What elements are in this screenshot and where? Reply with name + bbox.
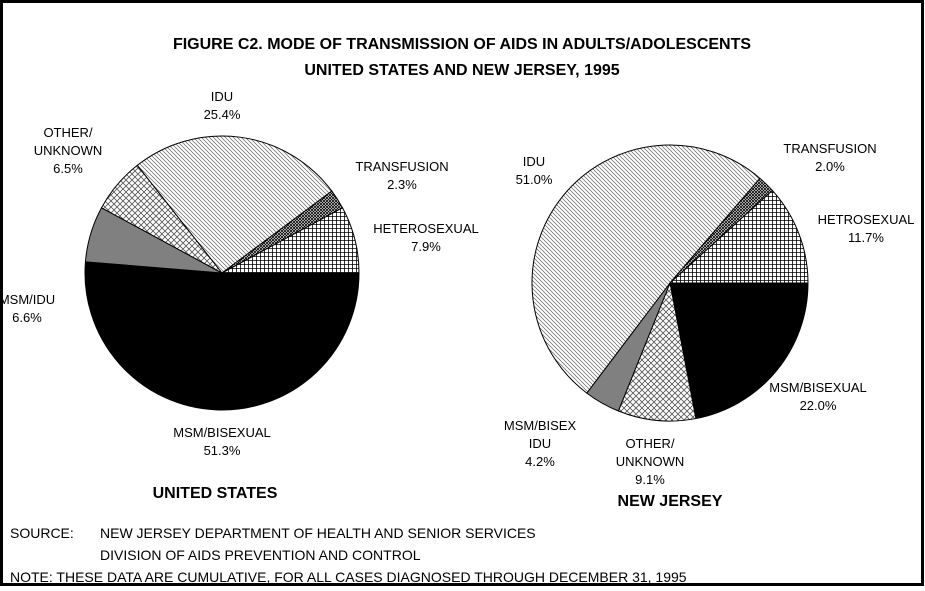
slice-label: TRANSFUSION — [783, 141, 876, 156]
pie-slice — [668, 189, 809, 284]
pie-title: NEW JERSEY — [618, 493, 723, 510]
pie-slice — [531, 144, 761, 394]
slice-value-label: 22.0% — [800, 398, 837, 413]
figure-subtitle: UNITED STATES AND NEW JERSEY, 1995 — [304, 62, 619, 79]
pie-slice — [617, 281, 697, 422]
pie-title: UNITED STATES — [153, 485, 278, 502]
slice-label: IDU — [211, 89, 233, 104]
pie-slice — [84, 261, 360, 411]
source-line: NEW JERSEY DEPARTMENT OF HEALTH AND SENI… — [100, 525, 536, 541]
slice-label: MSM/BISEXUAL — [173, 425, 271, 440]
slice-label: MSM/BISEX IDU — [504, 418, 577, 451]
slice-value-label: 6.6% — [12, 310, 42, 325]
slice-label: HETEROSEXUAL — [373, 221, 478, 236]
slice-value-label: 11.7% — [848, 230, 884, 245]
slice-value-label: 4.2% — [525, 454, 555, 469]
slice-value-label: 9.1% — [635, 472, 665, 487]
pie-slice — [136, 135, 333, 274]
pie-slice — [669, 282, 809, 420]
slice-value-label: 25.4% — [204, 107, 241, 122]
figure-title: FIGURE C2. MODE OF TRANSMISSION OF AIDS … — [173, 36, 751, 53]
slice-label: OTHER/UNKNOWN — [616, 436, 685, 469]
slice-value-label: 2.0% — [815, 159, 845, 174]
slice-value-label: 51.0% — [516, 172, 553, 187]
slice-value-label: 51.3% — [204, 443, 241, 458]
source-label: SOURCE: — [10, 525, 74, 541]
slice-label: OTHER/UNKNOWN — [34, 125, 103, 158]
source-line: DIVISION OF AIDS PREVENTION AND CONTROL — [100, 547, 421, 563]
slice-value-label: 7.9% — [411, 239, 441, 254]
pie-slice — [221, 207, 360, 274]
slice-label: HETROSEXUAL — [818, 212, 915, 227]
slice-label: MSM/BISEXUAL — [769, 380, 867, 395]
note: NOTE: THESE DATA ARE CUMULATIVE, FOR ALL… — [10, 569, 687, 585]
slice-value-label: 6.5% — [53, 161, 83, 176]
slice-value-label: 2.3% — [387, 177, 417, 192]
slice-label: TRANSFUSION — [355, 159, 448, 174]
slice-label: IDU — [523, 154, 545, 169]
slice-label: MSM/IDU — [0, 292, 55, 307]
